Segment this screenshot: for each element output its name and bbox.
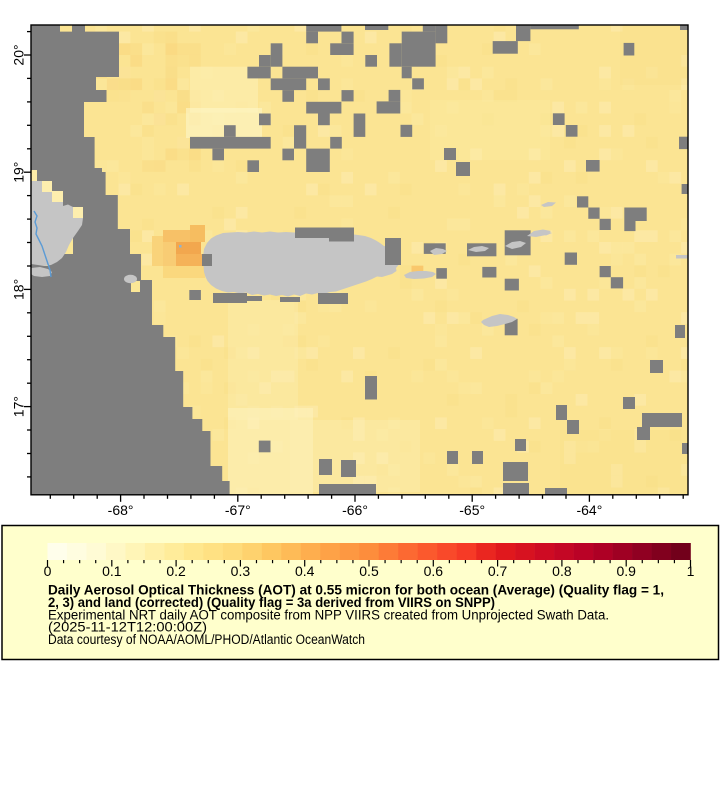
svg-text:Daily Aerosol Optical Thicknes: Daily Aerosol Optical Thickness (AOT) at… [48,583,664,598]
svg-text:1: 1 [687,563,695,579]
svg-text:18°: 18° [11,279,27,300]
svg-text:0.3: 0.3 [231,563,251,579]
svg-text:-65°: -65° [459,502,485,518]
svg-text:0.2: 0.2 [166,563,186,579]
svg-text:0.7: 0.7 [488,563,508,579]
svg-text:0.8: 0.8 [552,563,572,579]
svg-text:0: 0 [44,563,52,579]
svg-text:Data courtesy of NOAA/AOML/PHO: Data courtesy of NOAA/AOML/PHOD/Atlantic… [48,632,365,647]
svg-text:-66°: -66° [342,502,368,518]
svg-text:20°: 20° [11,44,27,65]
svg-text:0.5: 0.5 [359,563,379,579]
svg-text:2, 3) and land (corrected) (Qu: 2, 3) and land (corrected) (Quality flag… [48,595,495,610]
svg-text:0.4: 0.4 [295,563,315,579]
svg-text:Experimental NRT daily AOT com: Experimental NRT daily AOT composite fro… [48,607,609,622]
svg-text:-68°: -68° [108,502,134,518]
svg-text:17°: 17° [11,396,27,417]
svg-text:0.6: 0.6 [424,563,444,579]
svg-text:0.1: 0.1 [102,563,122,579]
svg-text:(2025-11-12T12:00:00Z): (2025-11-12T12:00:00Z) [48,620,207,635]
svg-text:-67°: -67° [225,502,251,518]
svg-text:-64°: -64° [576,502,602,518]
svg-text:19°: 19° [11,162,27,183]
svg-text:0.9: 0.9 [616,563,636,579]
